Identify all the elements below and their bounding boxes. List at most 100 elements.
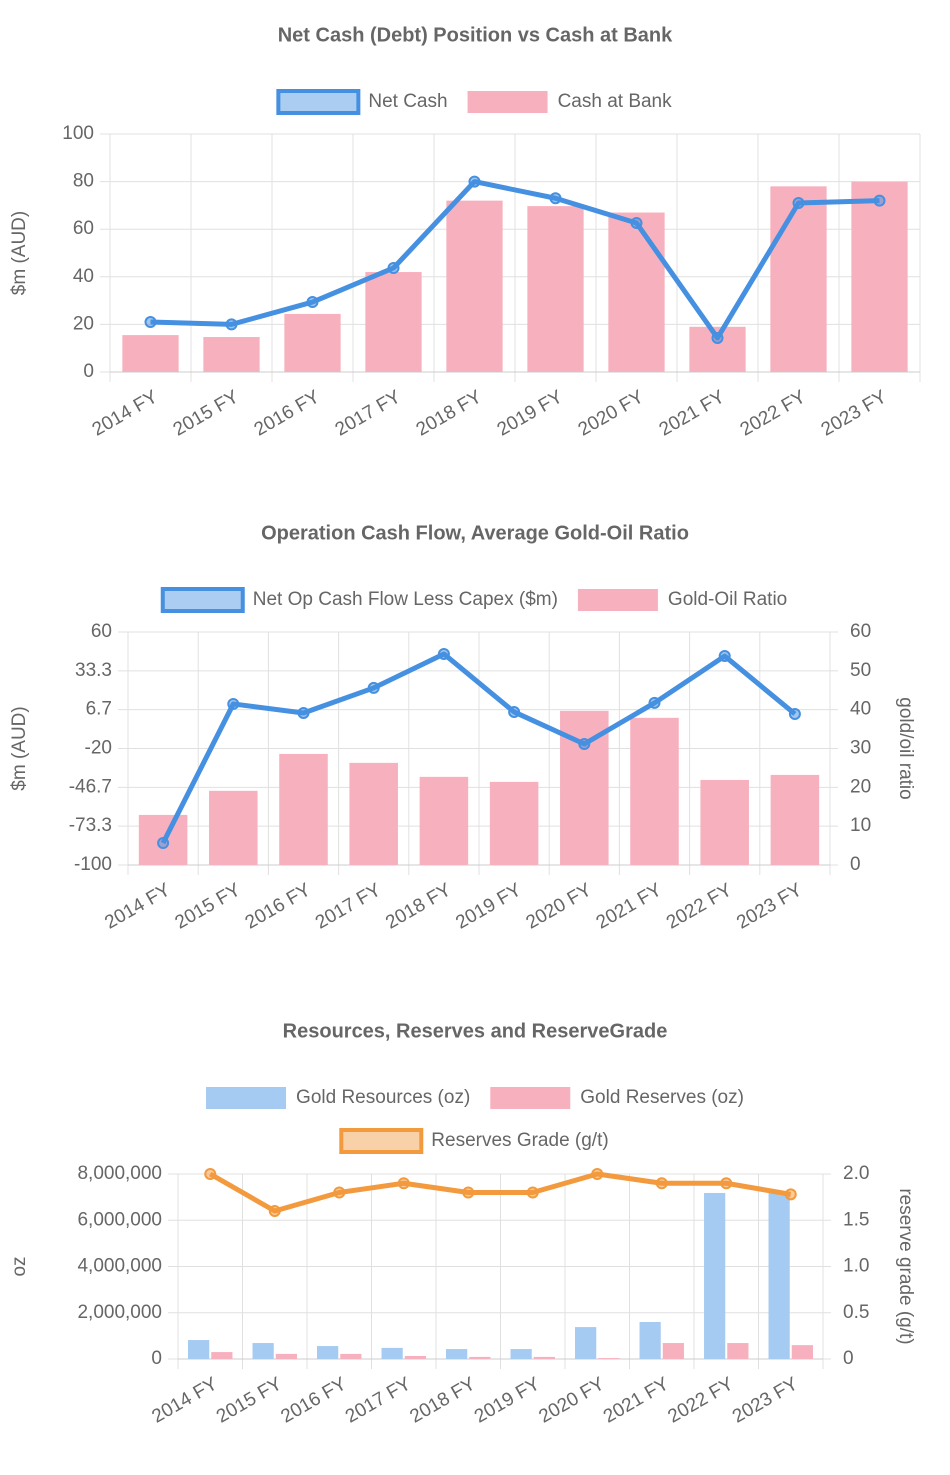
- point: [578, 737, 591, 750]
- x-tick-label: 2015 FY: [172, 879, 245, 933]
- point: [526, 1186, 539, 1199]
- y-tick-label: 60: [73, 218, 94, 239]
- bar: [365, 272, 422, 372]
- line: [160, 651, 797, 845]
- point: [157, 837, 170, 850]
- legend-swatch: [490, 1087, 571, 1109]
- point: [788, 707, 801, 720]
- legend-swatch: [160, 587, 245, 613]
- point: [462, 1186, 475, 1199]
- x-tick-label: 2015 FY: [213, 1373, 286, 1427]
- bar: [851, 181, 908, 372]
- x-tick-label: 2017 FY: [332, 386, 405, 440]
- x-tick-label: 2021 FY: [593, 879, 666, 933]
- bar: [419, 776, 469, 865]
- point: [204, 1168, 217, 1180]
- point: [225, 318, 238, 331]
- y-tick-label: 4,000,000: [77, 1256, 162, 1277]
- legend-label: Net Cash: [368, 91, 447, 112]
- point: [306, 296, 319, 309]
- point: [720, 1177, 733, 1190]
- bar: [275, 1353, 297, 1359]
- bar: [768, 1192, 790, 1359]
- bar: [340, 1353, 362, 1359]
- bar: [630, 717, 679, 865]
- y-tick-label: 6,000,000: [77, 1209, 162, 1230]
- y2-tick-label: 0: [843, 1348, 854, 1369]
- point: [873, 194, 886, 207]
- x-tick-label: 2018 FY: [382, 879, 455, 933]
- point: [268, 1205, 281, 1217]
- point: [718, 650, 731, 663]
- y-tick-label: 0: [151, 1348, 162, 1369]
- bar: [727, 1343, 749, 1359]
- legend-label: Gold Reserves (oz): [580, 1087, 744, 1108]
- point: [549, 192, 562, 205]
- bar: [469, 1356, 491, 1359]
- y2-tick-label: 1.0: [843, 1256, 869, 1277]
- bar: [211, 1352, 233, 1359]
- point: [227, 697, 240, 710]
- bar: [279, 753, 328, 865]
- y2-tick-label: 0: [850, 854, 861, 875]
- bar: [662, 1343, 684, 1359]
- y-tick-label: 60: [91, 621, 112, 642]
- y-tick-label: 20: [73, 313, 94, 334]
- bar: [209, 790, 258, 865]
- y2-tick-label: 1.5: [843, 1209, 869, 1230]
- bar: [608, 212, 665, 372]
- bar: [252, 1343, 274, 1359]
- x-tick-label: 2018 FY: [413, 386, 486, 440]
- x-tick-label: 2022 FY: [665, 1373, 738, 1427]
- legend-label: Gold-Oil Ratio: [668, 589, 787, 610]
- bar: [770, 774, 820, 865]
- legend-swatch: [206, 1087, 287, 1109]
- point: [630, 217, 643, 230]
- legend-swatch: [276, 89, 361, 115]
- bar: [284, 313, 341, 372]
- y-tick-label: 0: [83, 361, 94, 382]
- x-tick-label: 2019 FY: [471, 1373, 544, 1427]
- y-tick-label: 40: [73, 266, 94, 287]
- y2-axis-label: gold/oil ratio: [895, 697, 916, 799]
- point: [591, 1168, 604, 1180]
- legend-swatch: [339, 1128, 424, 1154]
- y-tick-label: 2,000,000: [77, 1302, 162, 1323]
- point: [508, 705, 521, 718]
- legend-swatch: [577, 589, 658, 611]
- y-tick-label: 100: [62, 123, 94, 144]
- point: [333, 1186, 346, 1199]
- point: [397, 1177, 410, 1190]
- point: [648, 696, 661, 709]
- x-tick-label: 2023 FY: [729, 1373, 802, 1427]
- x-tick-label: 2016 FY: [242, 879, 315, 933]
- bar: [770, 186, 827, 372]
- bar: [533, 1356, 555, 1359]
- y-tick-label: -73.3: [69, 815, 112, 836]
- bar: [704, 1192, 726, 1359]
- x-tick-label: 2020 FY: [536, 1373, 609, 1427]
- bar: [446, 1349, 468, 1359]
- bar: [317, 1346, 339, 1359]
- point: [387, 261, 400, 274]
- x-tick-label: 2022 FY: [663, 879, 736, 933]
- x-tick-label: 2014 FY: [149, 1373, 222, 1427]
- point: [437, 647, 450, 660]
- point: [297, 706, 310, 719]
- bar: [188, 1340, 210, 1359]
- x-tick-label: 2020 FY: [575, 386, 648, 440]
- bar: [404, 1355, 426, 1359]
- legend-label: Net Op Cash Flow Less Capex ($m): [253, 589, 558, 610]
- x-tick-label: 2014 FY: [101, 879, 174, 933]
- point: [655, 1177, 668, 1190]
- bar: [203, 337, 260, 372]
- y-axis-label: oz: [9, 1256, 30, 1276]
- legend-swatch: [467, 91, 548, 113]
- point: [367, 681, 380, 694]
- chart-title: Resources, Reserves and ReserveGrade: [283, 1020, 668, 1042]
- y2-tick-label: 0.5: [843, 1302, 869, 1323]
- x-tick-label: 2020 FY: [523, 879, 596, 933]
- bar: [446, 200, 503, 372]
- y2-tick-label: 30: [850, 738, 871, 759]
